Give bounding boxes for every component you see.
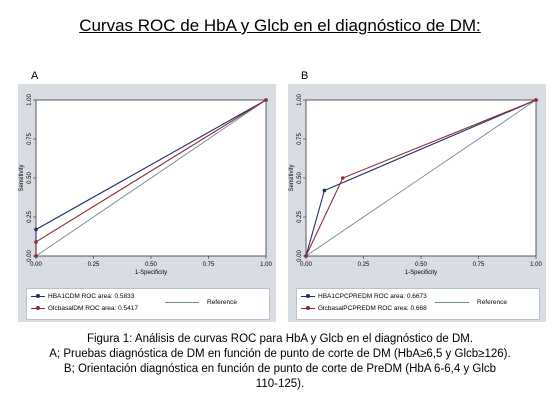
legend-a-label-2: GlcbasalDM ROC area: 0.5417: [48, 305, 138, 312]
y-tick-label-b-0: 0.00: [297, 250, 303, 262]
roc-point-a-1-1: [34, 227, 38, 232]
legend-b-ref-label: Reference: [477, 299, 507, 306]
reference-line-a: [35, 99, 267, 257]
y-tick-label-a-1: 0.25: [27, 211, 33, 223]
y-tick-label-b-4: 1.00: [297, 94, 303, 106]
legend-a-item-1: HBA1CDM ROC area: 0.5833: [31, 292, 134, 302]
caption-line-3: B; Orientación diagnóstica en función de…: [63, 363, 497, 375]
legend-b-swatch-1: [301, 293, 315, 298]
x-tick-label-a-2: 0.50: [145, 262, 157, 268]
legend-a-label-1: HBA1CDM ROC area: 0.5833: [48, 293, 135, 300]
y-axis-label-b: Sensitivity: [289, 164, 295, 191]
roc-point-a-2-2: [264, 98, 268, 102]
y-tick-label-a-0: 0.00: [27, 250, 33, 262]
legend-a-swatch-2: [31, 305, 45, 310]
roc-point-b-2-2: [534, 98, 538, 102]
legend-b-ref-swatch: [435, 301, 469, 303]
y-tick-label-b-2: 0.50: [297, 172, 303, 184]
legend-b-label-1: HBA1CPCPREDM ROC area: 0.6673: [318, 293, 427, 300]
figure-title: Curvas ROC de HbA y Glcb en el diagnósti…: [79, 16, 481, 35]
caption-line-4: 110-125).: [255, 378, 305, 390]
y-tick-label-a-2: 0.50: [27, 172, 33, 184]
y-tick-label-b-1: 0.25: [297, 211, 303, 223]
x-tick-label-b-3: 0.75: [473, 262, 485, 268]
roc-panel-a: 0.00 0.25 0.50 0.75 1.00 0.00 0.25 0.50 0.75 1.00…: [18, 84, 276, 322]
roc-point-a-2-0: [34, 254, 38, 258]
x-tick-label-b-0: 0.00: [300, 262, 312, 268]
panel-a-letter: A: [31, 70, 39, 82]
y-tick-label-b-3: 0.75: [297, 133, 303, 145]
x-tick-label-a-4: 1.00: [260, 262, 272, 268]
roc-chart-b: 0.00 0.25 0.50 0.75 1.00 0.00 0.25 0.50 0.75 1.00…: [289, 94, 542, 276]
x-tick-label-b-2: 0.50: [415, 262, 427, 268]
legend-b-reference: Reference: [435, 298, 507, 308]
legend-b-item-1: HBA1CPCPREDM ROC area: 0.6673: [301, 292, 427, 302]
figure-caption: Figura 1: Análisis de curvas ROC para Hb…: [6, 332, 554, 392]
roc-point-a-2-1: [34, 240, 38, 244]
legend-a-reference: Reference: [165, 298, 237, 308]
roc-point-b-2-0: [304, 254, 308, 258]
legend-b-label-2: GlcbasalPCPREDM ROC area: 0.668: [318, 305, 427, 312]
x-tick-label-b-4: 1.00: [530, 262, 542, 268]
panel-b-letter: B: [301, 70, 309, 82]
roc-panel-b: 0.00 0.25 0.50 0.75 1.00 0.00 0.25 0.50 0.75 1.00…: [288, 84, 546, 322]
legend-a: HBA1CDM ROC area: 0.5833 GlcbasalDM ROC …: [26, 288, 270, 320]
reference-line-b: [305, 99, 537, 257]
x-axis-label-a: 1-Specificity: [135, 270, 167, 276]
x-tick-label-a-3: 0.75: [203, 262, 215, 268]
y-axis-label-a: Sensitivity: [19, 164, 25, 191]
x-axis-label-b: 1-Specificity: [405, 270, 437, 276]
legend-a-ref-label: Reference: [207, 299, 237, 306]
legend-a-swatch-1: [31, 293, 45, 298]
legend-b: HBA1CPCPREDM ROC area: 0.6673 GlcbasalPC…: [296, 288, 540, 320]
legend-a-ref-swatch: [165, 301, 199, 303]
caption-line-2: A; Pruebas diagnóstica de DM en función …: [49, 348, 511, 360]
x-tick-label-a-0: 0.00: [30, 262, 42, 268]
roc-point-b-1-1: [322, 188, 327, 193]
x-tick-label-a-1: 0.25: [88, 262, 100, 268]
roc-chart-a: 0.00 0.25 0.50 0.75 1.00 0.00 0.25 0.50 0.75 1.00…: [19, 94, 272, 276]
y-tick-label-a-3: 0.75: [27, 133, 33, 145]
x-tick-label-b-1: 0.25: [358, 262, 370, 268]
legend-a-item-2: GlcbasalDM ROC area: 0.5417: [31, 304, 138, 314]
legend-b-item-2: GlcbasalPCPREDM ROC area: 0.668: [301, 304, 427, 314]
caption-line-1: Figura 1: Análisis de curvas ROC para Hb…: [86, 333, 474, 345]
y-tick-label-a-4: 1.00: [27, 94, 33, 106]
roc-point-b-2-1: [341, 176, 345, 180]
legend-b-swatch-2: [301, 305, 315, 310]
